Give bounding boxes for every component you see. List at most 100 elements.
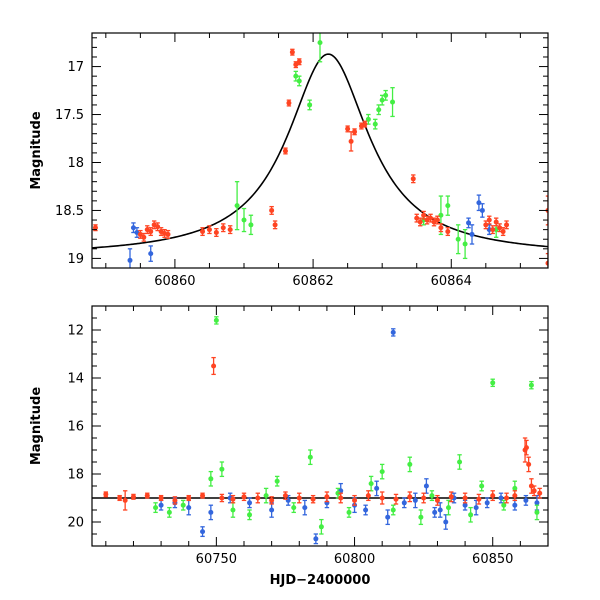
- data-point: [504, 492, 510, 504]
- point-marker: [172, 497, 178, 503]
- point-marker: [234, 203, 240, 209]
- ticks: [92, 33, 548, 269]
- data-point: [537, 487, 543, 499]
- data-point: [282, 491, 288, 500]
- data-point: [498, 492, 504, 504]
- point-marker: [180, 502, 186, 508]
- data-point: [103, 491, 109, 498]
- data-point: [230, 494, 236, 504]
- data-point: [390, 504, 396, 516]
- point-marker: [296, 495, 302, 501]
- data-point: [545, 252, 548, 268]
- point-marker: [490, 227, 496, 233]
- point-marker: [247, 512, 253, 518]
- point-marker: [247, 500, 253, 506]
- data-point: [200, 526, 206, 538]
- data-point: [302, 499, 308, 516]
- data-point: [445, 227, 451, 237]
- data-point: [469, 224, 475, 245]
- data-point: [165, 229, 171, 239]
- point-marker: [211, 363, 217, 369]
- data-point: [317, 33, 323, 63]
- point-marker: [468, 512, 474, 518]
- point-marker: [317, 40, 323, 46]
- point-marker: [141, 234, 147, 240]
- point-marker: [417, 219, 423, 225]
- data-point: [479, 480, 485, 492]
- data-point: [455, 224, 461, 255]
- point-marker: [241, 494, 247, 500]
- data-point: [379, 463, 385, 480]
- point-marker: [531, 488, 537, 494]
- point-marker: [423, 483, 429, 489]
- data-point: [365, 113, 371, 125]
- panel-2: 60750 60800 60850 12 14 16 18 20 Magnitude HJD−24…: [29, 305, 549, 588]
- point-marker: [479, 483, 485, 489]
- point-marker: [293, 62, 299, 68]
- x-tick-label: 60862: [292, 274, 333, 289]
- point-marker: [390, 507, 396, 513]
- data-point: [148, 227, 154, 237]
- data-point: [117, 494, 123, 502]
- data-point: [412, 492, 418, 509]
- x-tick-label: 60860: [154, 274, 195, 289]
- point-marker: [526, 461, 532, 467]
- point-marker: [368, 481, 374, 487]
- panel-1: 60860 60862 60864 17 17.5 18 18.5 19 Magnitude: [29, 32, 549, 289]
- point-marker: [483, 222, 489, 228]
- data-point: [293, 70, 299, 82]
- point-marker: [523, 497, 529, 503]
- point-marker: [158, 495, 164, 501]
- point-marker: [137, 231, 143, 237]
- point-marker: [545, 260, 548, 266]
- point-marker: [393, 496, 399, 502]
- data-point: [158, 499, 164, 511]
- data-point: [490, 225, 496, 235]
- point-marker: [372, 121, 378, 127]
- data-point: [310, 494, 316, 504]
- data-point: [424, 215, 430, 225]
- data-point: [269, 205, 275, 215]
- point-marker: [493, 219, 499, 225]
- point-marker: [421, 495, 427, 501]
- data-point: [153, 502, 159, 514]
- point-marker: [479, 207, 485, 213]
- point-marker: [407, 461, 413, 467]
- point-marker: [486, 227, 492, 233]
- y-tick-label: 17.5: [55, 108, 84, 123]
- point-marker: [241, 217, 247, 223]
- data-point: [291, 502, 297, 514]
- point-marker: [497, 225, 503, 231]
- point-marker: [200, 229, 206, 235]
- data-point: [534, 504, 540, 521]
- point-marker: [390, 329, 396, 335]
- point-marker: [289, 49, 295, 55]
- point-marker: [213, 317, 219, 323]
- data-point: [158, 494, 164, 502]
- data-point: [324, 491, 330, 503]
- data-point: [407, 491, 413, 503]
- data-point: [137, 229, 143, 239]
- data-point: [289, 48, 295, 56]
- data-point: [376, 104, 382, 116]
- point-marker: [512, 485, 518, 491]
- point-marker: [302, 505, 308, 511]
- point-marker: [385, 514, 391, 520]
- data-point: [462, 492, 468, 504]
- data-point: [269, 496, 275, 505]
- x-tick-label: 60800: [334, 552, 375, 567]
- data-point: [483, 220, 489, 230]
- data-point: [318, 518, 324, 535]
- point-marker: [206, 227, 212, 233]
- point-marker: [462, 241, 468, 247]
- point-marker: [346, 509, 352, 515]
- y-axis-label: Magnitude: [29, 111, 44, 190]
- point-marker: [313, 536, 319, 542]
- y-tick-label: 14: [67, 372, 84, 387]
- data-point: [410, 174, 416, 184]
- point-marker: [534, 509, 540, 515]
- point-marker: [429, 493, 435, 499]
- data-point: [200, 227, 206, 237]
- point-marker: [269, 497, 275, 503]
- y-tick-label: 18.5: [55, 204, 84, 219]
